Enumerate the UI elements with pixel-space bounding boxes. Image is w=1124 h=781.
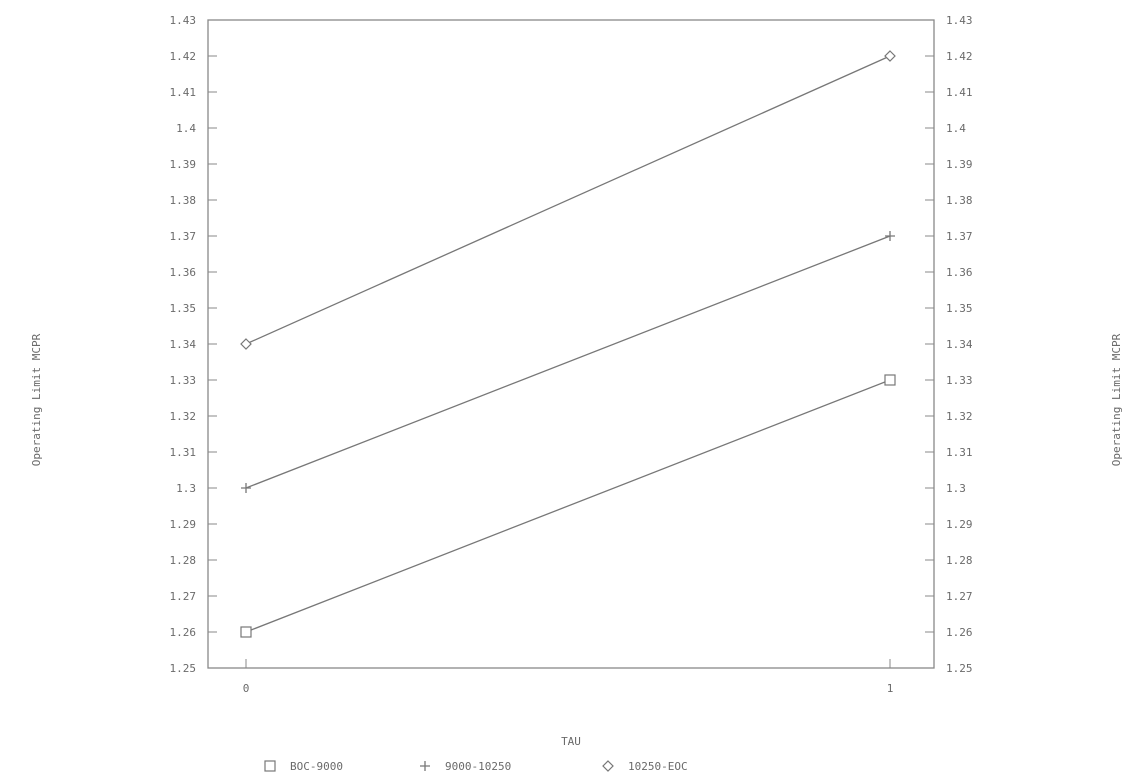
y-tick-label: 1.32 xyxy=(170,410,197,423)
y2-tick-label: 1.3 xyxy=(946,482,966,495)
y2-tick-label: 1.36 xyxy=(946,266,973,279)
legend-label: 9000-10250 xyxy=(445,760,511,773)
x-tick-label: 1 xyxy=(887,682,894,695)
y-tick-label: 1.3 xyxy=(176,482,196,495)
y-tick-label: 1.38 xyxy=(170,194,197,207)
x-tick-label: 0 xyxy=(243,682,250,695)
y-tick-label: 1.25 xyxy=(170,662,197,675)
y-tick-label: 1.43 xyxy=(170,14,197,27)
y2-tick-label: 1.39 xyxy=(946,158,973,171)
data-point xyxy=(884,50,896,62)
y2-tick-label: 1.26 xyxy=(946,626,973,639)
plot-frame xyxy=(207,19,935,669)
legend-label: BOC-9000 xyxy=(290,760,343,773)
y-tick-label: 1.26 xyxy=(170,626,197,639)
series-2 xyxy=(240,50,896,350)
y-tick-label: 1.27 xyxy=(170,590,197,603)
y2-tick-label: 1.25 xyxy=(946,662,973,675)
y2-tick-label: 1.4 xyxy=(946,122,966,135)
y2-tick-label: 1.28 xyxy=(946,554,973,567)
y2-tick-label: 1.32 xyxy=(946,410,973,423)
series-line xyxy=(245,235,891,489)
series-layer xyxy=(240,50,896,638)
y-tick-label: 1.28 xyxy=(170,554,197,567)
data-point xyxy=(240,626,252,638)
data-point xyxy=(240,338,252,350)
legend-marker xyxy=(420,761,430,771)
y2-tick-label: 1.29 xyxy=(946,518,973,531)
y-axis-title-left: Operating Limit MCPR xyxy=(30,333,43,466)
y2-tick-label: 1.35 xyxy=(946,302,973,315)
series-0 xyxy=(240,374,896,638)
y-tick-label: 1.42 xyxy=(170,50,197,63)
y-tick-label: 1.34 xyxy=(170,338,197,351)
y-tick-label: 1.33 xyxy=(170,374,197,387)
legend-label: 10250-EOC xyxy=(628,760,688,773)
y-tick-label: 1.36 xyxy=(170,266,197,279)
legend-item: BOC-9000 xyxy=(264,760,343,773)
y2-tick-label: 1.42 xyxy=(946,50,973,63)
y-tick-label: 1.37 xyxy=(170,230,197,243)
y2-tick-label: 1.41 xyxy=(946,86,973,99)
y-tick-label: 1.35 xyxy=(170,302,197,315)
y2-tick-label: 1.43 xyxy=(946,14,973,27)
series-line xyxy=(245,379,891,633)
y2-tick-label: 1.34 xyxy=(946,338,973,351)
legend-item: 10250-EOC xyxy=(602,760,688,773)
series-1 xyxy=(241,231,895,493)
data-point xyxy=(885,231,895,241)
x-axis-title: TAU xyxy=(561,735,581,748)
left-axis: 1.25 1.26 1.27 1.28 1.29 1.3 1.31 1.32 1.33 1.34 1… xyxy=(170,14,217,675)
y-tick-label: 1.39 xyxy=(170,158,197,171)
y-tick-label: 1.31 xyxy=(170,446,197,459)
data-point xyxy=(884,374,896,386)
y2-tick-label: 1.37 xyxy=(946,230,973,243)
legend-marker xyxy=(264,760,276,772)
legend-marker xyxy=(602,760,614,772)
y-tick-label: 1.41 xyxy=(170,86,197,99)
y-axis-title-right: Operating Limit MCPR xyxy=(1110,333,1123,466)
y2-tick-label: 1.31 xyxy=(946,446,973,459)
y-tick-label: 1.4 xyxy=(176,122,196,135)
legend-item: 9000-10250 xyxy=(420,760,511,773)
y2-tick-label: 1.27 xyxy=(946,590,973,603)
y2-tick-label: 1.38 xyxy=(946,194,973,207)
legend: BOC-9000 9000-10250 10250-EOC xyxy=(264,760,688,773)
y2-tick-label: 1.33 xyxy=(946,374,973,387)
series-line xyxy=(245,55,891,345)
data-point xyxy=(241,483,251,493)
right-axis: 1.25 1.26 1.27 1.28 1.29 1.3 1.31 1.32 1.33 1.34 1… xyxy=(925,14,973,675)
y-tick-label: 1.29 xyxy=(170,518,197,531)
